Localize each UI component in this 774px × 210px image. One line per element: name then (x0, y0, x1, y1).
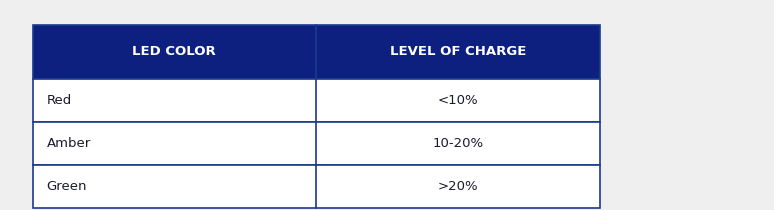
Text: Red: Red (46, 94, 72, 107)
Text: >20%: >20% (437, 180, 478, 193)
Text: 10-20%: 10-20% (432, 137, 484, 150)
Text: <10%: <10% (437, 94, 478, 107)
Text: LED COLOR: LED COLOR (132, 46, 216, 58)
Bar (33, 79, 600, 122)
Bar (33, 25, 600, 79)
Bar (33, 165, 600, 208)
Text: Green: Green (46, 180, 87, 193)
Text: Amber: Amber (46, 137, 91, 150)
Text: LEVEL OF CHARGE: LEVEL OF CHARGE (389, 46, 526, 58)
Bar (33, 122, 600, 165)
